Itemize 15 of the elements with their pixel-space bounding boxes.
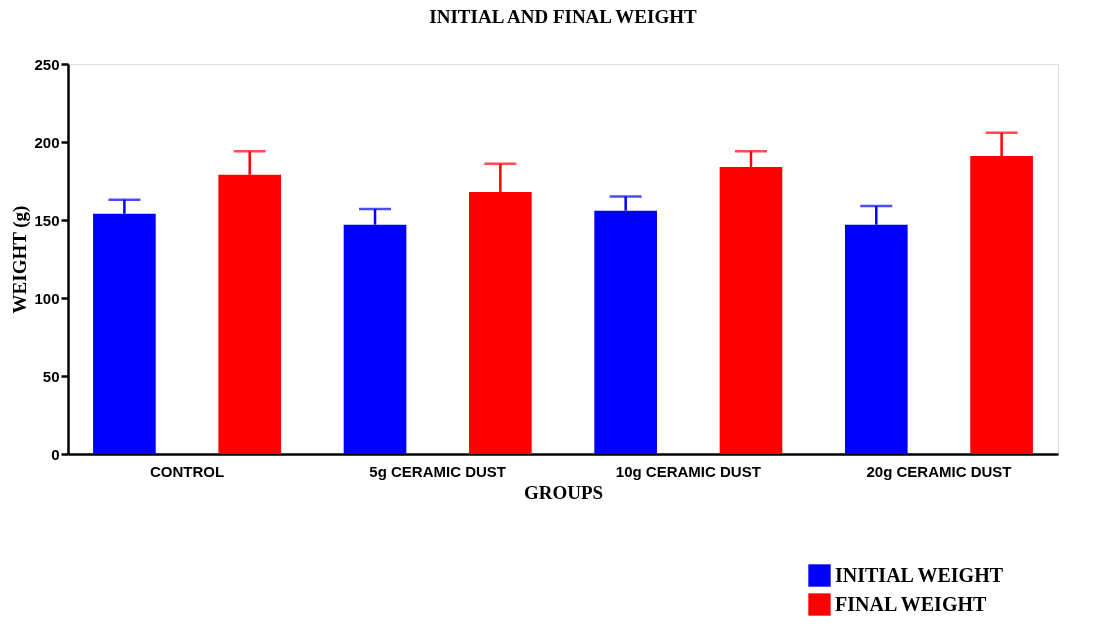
y-tick-label: 250 bbox=[34, 55, 60, 73]
y-tick-label: 50 bbox=[42, 367, 60, 385]
chart-title: INITIAL AND FINAL WEIGHT bbox=[429, 6, 697, 27]
x-tick-label: CONTROL bbox=[149, 462, 225, 480]
y-tick-label: 0 bbox=[51, 445, 60, 463]
x-tick-label: 10g CERAMIC DUST bbox=[615, 462, 761, 480]
y-tick-label: 150 bbox=[34, 211, 60, 229]
x-tick-label: 20g CERAMIC DUST bbox=[866, 462, 1012, 480]
x-axis-title: GROUPS bbox=[523, 481, 604, 503]
x-tick-label: 5g CERAMIC DUST bbox=[369, 462, 507, 480]
y-tick-label: 200 bbox=[34, 133, 60, 151]
y-tick-label: 100 bbox=[34, 289, 60, 307]
legend-label: FINAL WEIGHT bbox=[835, 592, 987, 615]
legend-label: INITIAL WEIGHT bbox=[835, 563, 1004, 586]
y-axis-title: WEIGHT (g) bbox=[9, 205, 32, 314]
